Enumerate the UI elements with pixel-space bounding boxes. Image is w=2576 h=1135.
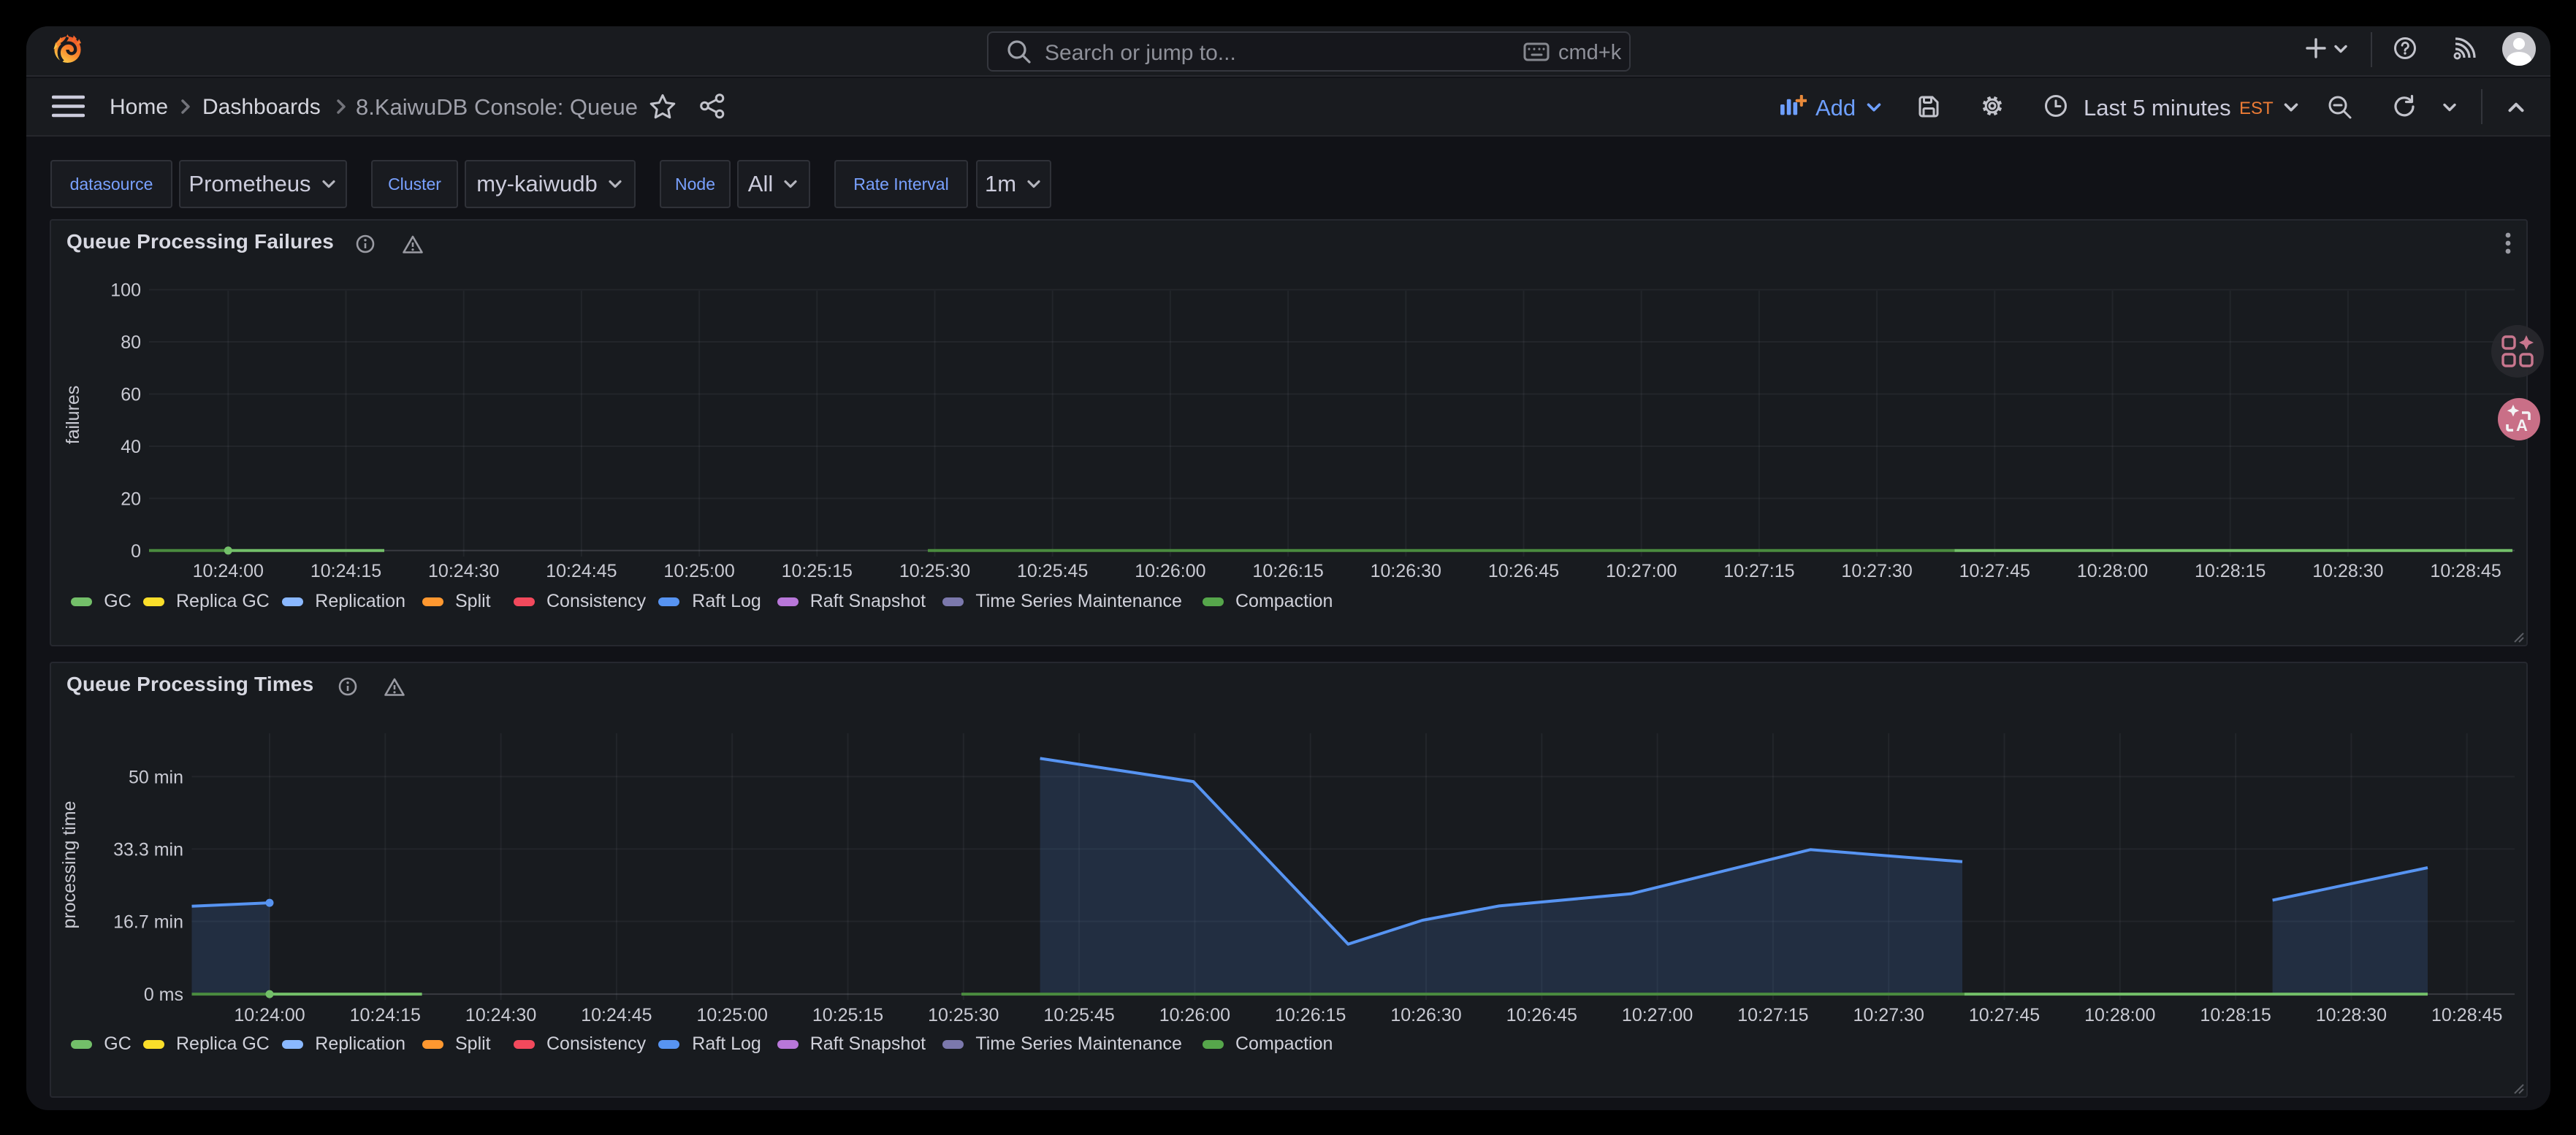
svg-text:10:25:00: 10:25:00 [663,561,734,581]
svg-text:10:24:45: 10:24:45 [581,1005,652,1025]
svg-text:0: 0 [131,541,141,562]
svg-text:10:25:15: 10:25:15 [782,561,853,581]
svg-text:10:28:30: 10:28:30 [2312,561,2383,581]
svg-text:10:28:45: 10:28:45 [2431,1005,2502,1025]
svg-text:10:26:45: 10:26:45 [1488,561,1559,581]
svg-text:10:26:30: 10:26:30 [1371,561,1441,581]
svg-text:10:27:30: 10:27:30 [1853,1005,1924,1025]
svg-text:100: 100 [110,280,141,301]
svg-text:10:24:30: 10:24:30 [465,1005,536,1025]
svg-text:10:26:30: 10:26:30 [1390,1005,1461,1025]
svg-text:10:27:15: 10:27:15 [1723,561,1794,581]
svg-text:80: 80 [121,332,141,353]
svg-text:16.7 min: 16.7 min [113,912,183,933]
svg-text:50 min: 50 min [129,767,183,787]
svg-text:10:27:00: 10:27:00 [1622,1005,1693,1025]
svg-text:10:24:00: 10:24:00 [234,1005,305,1025]
svg-text:10:24:00: 10:24:00 [193,561,264,581]
svg-text:10:25:30: 10:25:30 [899,561,970,581]
svg-text:10:25:30: 10:25:30 [928,1005,999,1025]
svg-text:10:24:15: 10:24:15 [350,1005,421,1025]
svg-text:40: 40 [121,437,141,457]
svg-text:10:28:15: 10:28:15 [2195,561,2266,581]
svg-text:10:26:00: 10:26:00 [1159,1005,1230,1025]
svg-text:10:24:45: 10:24:45 [546,561,617,581]
svg-text:20: 20 [121,489,141,509]
svg-text:10:28:00: 10:28:00 [2084,1005,2155,1025]
svg-text:10:26:15: 10:26:15 [1275,1005,1346,1025]
svg-text:10:27:00: 10:27:00 [1606,561,1677,581]
svg-text:10:27:15: 10:27:15 [1737,1005,1808,1025]
svg-text:10:27:45: 10:27:45 [1969,1005,2040,1025]
svg-text:10:25:15: 10:25:15 [812,1005,883,1025]
svg-text:10:24:15: 10:24:15 [310,561,381,581]
svg-text:10:28:15: 10:28:15 [2200,1005,2271,1025]
svg-text:0 ms: 0 ms [144,985,183,1005]
svg-text:10:25:45: 10:25:45 [1017,561,1088,581]
svg-text:10:27:45: 10:27:45 [1959,561,2030,581]
svg-text:10:25:45: 10:25:45 [1043,1005,1114,1025]
svg-text:A: A [2516,416,2528,435]
svg-text:10:28:00: 10:28:00 [2077,561,2148,581]
svg-text:processing time: processing time [59,800,80,928]
svg-text:60: 60 [121,385,141,405]
svg-text:10:24:30: 10:24:30 [428,561,499,581]
svg-text:10:26:15: 10:26:15 [1252,561,1323,581]
svg-text:10:28:45: 10:28:45 [2430,561,2501,581]
svg-text:10:25:00: 10:25:00 [697,1005,768,1025]
svg-text:33.3 min: 33.3 min [113,839,183,860]
svg-text:failures: failures [63,386,83,445]
svg-text:10:28:30: 10:28:30 [2316,1005,2387,1025]
svg-text:10:26:45: 10:26:45 [1506,1005,1577,1025]
svg-text:10:26:00: 10:26:00 [1135,561,1205,581]
svg-text:10:27:30: 10:27:30 [1841,561,1912,581]
